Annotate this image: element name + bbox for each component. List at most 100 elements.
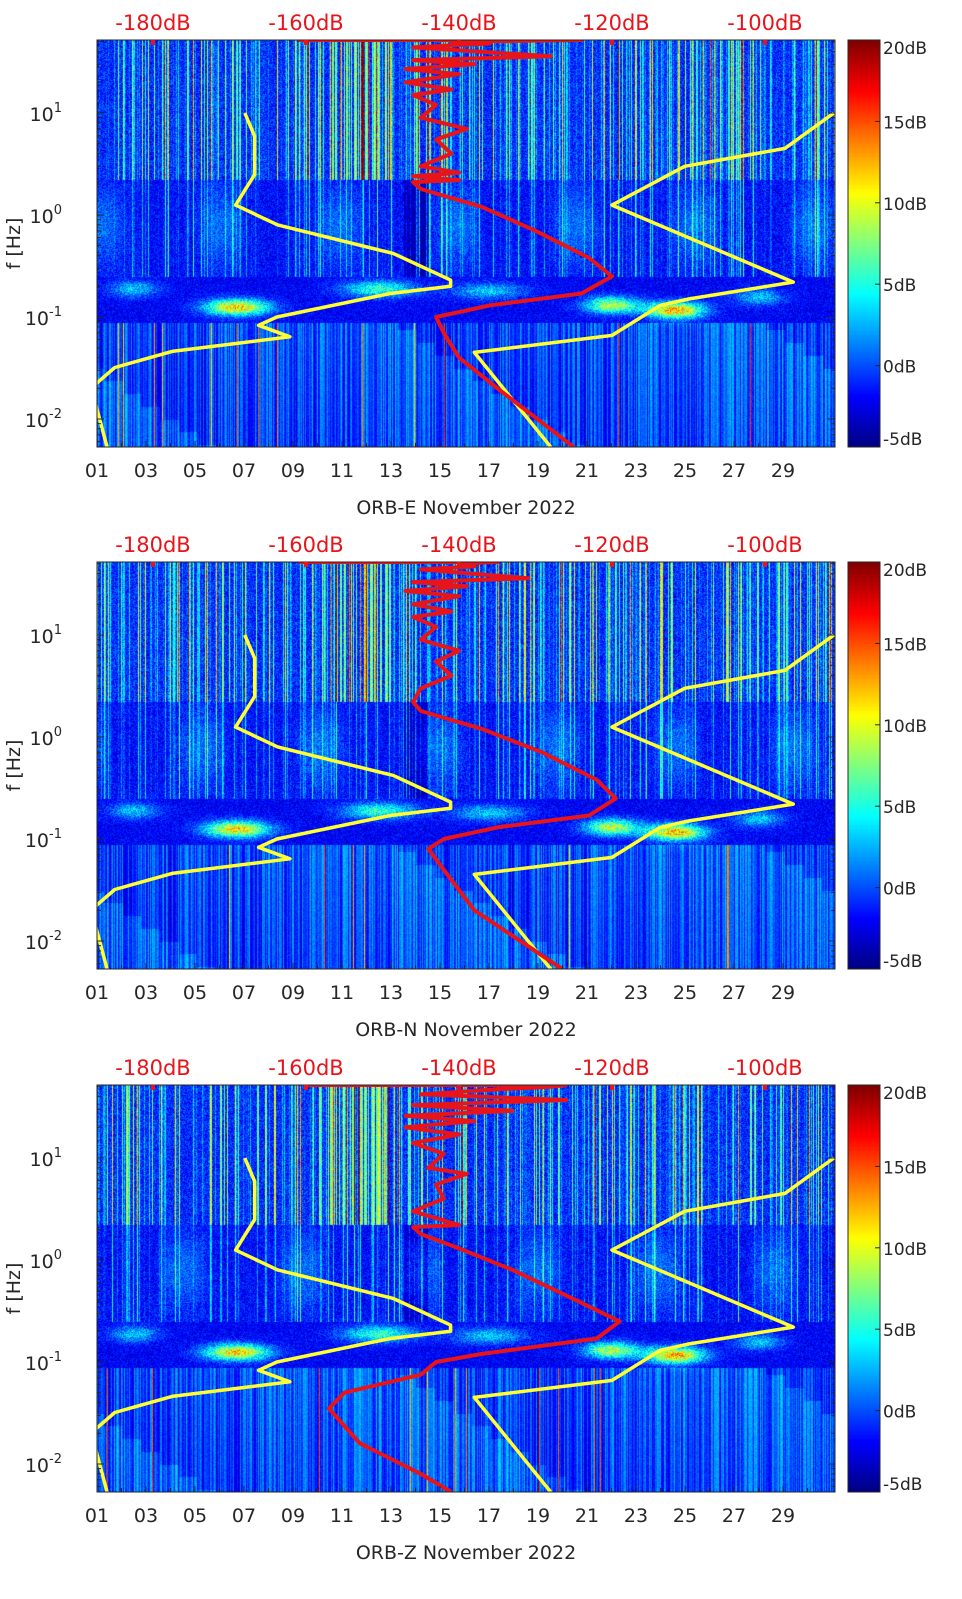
top-tick [763, 562, 767, 567]
y-tick-base: 10 [25, 1353, 49, 1375]
y-tick-label: 10-1 [25, 305, 62, 330]
x-axis-label: ORB-E November 2022 [356, 497, 575, 519]
top-tick [304, 40, 308, 45]
top-db-label: -140dB [421, 1056, 496, 1080]
top-db-label: -120dB [574, 533, 649, 557]
x-tick-label: 01 [85, 1505, 109, 1527]
x-tick-label: 21 [575, 982, 599, 1004]
colorbar-tick-label: 10dB [883, 195, 927, 215]
plot-overlay: 01 03 05 07 09 11 13 15 17 19 21 23 25 27 29-180dB -160… [3, 11, 927, 519]
y-tick-base: 10 [25, 308, 49, 330]
y-tick-exponent: -2 [49, 1452, 62, 1467]
top-db-label: -160dB [268, 11, 343, 35]
y-tick-base: 10 [30, 1251, 54, 1273]
x-tick-label: 05 [183, 460, 207, 482]
top-db-label: -100dB [727, 533, 802, 557]
top-db-label: -100dB [727, 11, 802, 35]
top-tick [151, 40, 155, 45]
colorbar [848, 562, 880, 969]
top-db-label: -180dB [115, 533, 190, 557]
spectrogram-panel-1: 01 03 05 07 09 11 13 15 17 19 21 23 25 27 29 -180dB -160… [0, 522, 962, 1045]
colorbar-tick-label: 5dB [883, 1321, 916, 1341]
x-tick-label: 15 [428, 460, 452, 482]
low-noise-model-line [97, 1157, 453, 1492]
plot-frame [96, 561, 836, 970]
curves [97, 562, 835, 969]
high-noise-model-line [472, 111, 835, 447]
colorbar-tick-label: -5dB [883, 952, 922, 972]
colorbar-tick-label: 20dB [883, 561, 927, 581]
station-median-line [298, 562, 618, 969]
colorbar-tick-label: 20dB [883, 1084, 927, 1104]
high-noise-model-line [472, 633, 835, 969]
top-tick [151, 562, 155, 567]
y-tick-base: 10 [30, 104, 54, 126]
top-tick [610, 562, 614, 567]
y-tick-label: 100 [30, 1248, 62, 1273]
y-tick-label: 101 [30, 1146, 62, 1171]
y-tick-exponent: 1 [54, 1146, 62, 1161]
y-tick-label: 101 [30, 623, 62, 648]
colorbar-tick-label: 10dB [883, 717, 927, 737]
x-tick-label: 11 [330, 1505, 354, 1527]
x-tick-label: 15 [428, 1505, 452, 1527]
colorbar-tick-label: 0dB [883, 1403, 916, 1423]
x-tick-label: 09 [281, 1505, 305, 1527]
station-median-line [298, 40, 614, 447]
colorbar-tick-label: 15dB [883, 1158, 927, 1178]
y-tick-exponent: 0 [54, 1248, 62, 1263]
x-tick-label: 27 [722, 982, 746, 1004]
colorbar-tick-label: 20dB [883, 39, 927, 59]
y-axis-label: f [Hz] [3, 740, 25, 792]
y-tick-exponent: 0 [54, 203, 62, 218]
x-tick-label: 29 [771, 982, 795, 1004]
x-tick-label: 03 [134, 982, 158, 1004]
y-tick-exponent: -2 [49, 929, 62, 944]
x-axis-label: ORB-Z November 2022 [356, 1542, 576, 1564]
top-tick [457, 1085, 461, 1090]
x-tick-label: 25 [673, 460, 697, 482]
x-tick-label: 29 [771, 460, 795, 482]
y-tick-label: 100 [30, 725, 62, 750]
y-tick-exponent: -1 [49, 827, 62, 842]
top-tick [763, 40, 767, 45]
x-tick-label: 19 [526, 1505, 550, 1527]
y-tick-exponent: 0 [54, 725, 62, 740]
top-db-label: -120dB [574, 11, 649, 35]
spectrogram-image [97, 1085, 835, 1492]
top-db-label: -140dB [421, 533, 496, 557]
top-tick [610, 1085, 614, 1090]
plot-overlay: 01 03 05 07 09 11 13 15 17 19 21 23 25 27 29-180dB -160… [3, 1056, 927, 1564]
x-tick-label: 05 [183, 982, 207, 1004]
colorbar-tick-label: -5dB [883, 430, 922, 450]
curves [97, 40, 835, 447]
x-tick-label: 29 [771, 1505, 795, 1527]
y-tick-label: 10-2 [25, 1452, 62, 1477]
top-tick [151, 1085, 155, 1090]
y-tick-base: 10 [25, 1455, 49, 1477]
spectrogram-image [97, 40, 835, 447]
y-tick-label: 100 [30, 203, 62, 228]
plot-frame [96, 39, 836, 448]
x-tick-label: 03 [134, 1505, 158, 1527]
x-tick-label: 17 [477, 982, 501, 1004]
colorbar-frame [847, 1084, 881, 1493]
y-tick-base: 10 [25, 830, 49, 852]
top-tick [610, 40, 614, 45]
x-tick-label: 01 [85, 982, 109, 1004]
top-tick [304, 1085, 308, 1090]
y-tick-base: 10 [30, 626, 54, 648]
y-axis-label: f [Hz] [3, 1263, 25, 1315]
x-tick-label: 25 [673, 982, 697, 1004]
top-tick [304, 562, 308, 567]
x-tick-label: 19 [526, 460, 550, 482]
top-db-label: -120dB [574, 1056, 649, 1080]
y-tick-base: 10 [30, 728, 54, 750]
y-tick-base: 10 [25, 410, 49, 432]
top-db-label: -140dB [421, 11, 496, 35]
y-tick-exponent: 1 [54, 101, 62, 116]
colorbar-tick-label: 15dB [883, 113, 927, 133]
y-tick-exponent: -1 [49, 305, 62, 320]
x-tick-label: 23 [624, 1505, 648, 1527]
y-tick-exponent: -1 [49, 1350, 62, 1365]
